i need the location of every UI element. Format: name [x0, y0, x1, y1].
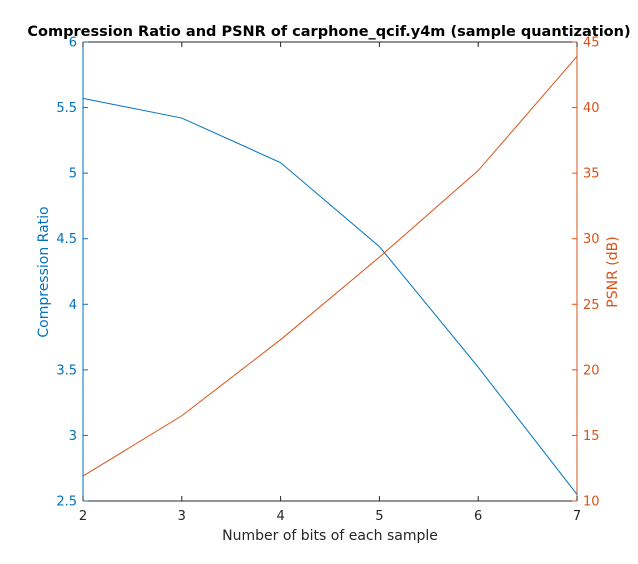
left-y-tick-label-4: 4 [69, 298, 77, 313]
right-y-tick-label-40: 40 [583, 101, 600, 116]
left-y-tick-label-4.5: 4.5 [56, 232, 77, 247]
left-y-tick-label-6: 6 [69, 36, 77, 51]
x-tick-label-6: 6 [474, 509, 482, 524]
left-y-tick-label-3.5: 3.5 [56, 363, 77, 378]
compression-ratio-line [82, 97, 578, 495]
right-y-tick-label-10: 10 [583, 495, 600, 510]
x-tick-label-2: 2 [79, 509, 87, 524]
left-y-tick-label-2.5: 2.5 [56, 495, 77, 510]
x-axis-label: Number of bits of each sample [222, 528, 438, 544]
chart-title: Compression Ratio and PSNR of carphone_q… [27, 24, 630, 40]
x-tick-label-7: 7 [573, 509, 581, 524]
right-y-tick-label-15: 15 [583, 429, 600, 444]
x-tick-label-3: 3 [178, 509, 186, 524]
left-y-tick-label-3: 3 [69, 429, 77, 444]
left-y-axis-label: Compression Ratio [36, 206, 52, 337]
right-y-axis-label: PSNR (dB) [605, 236, 621, 307]
left-y-tick-label-5: 5 [69, 167, 77, 182]
right-y-tick-label-30: 30 [583, 232, 600, 247]
right-y-tick-label-35: 35 [583, 167, 600, 182]
right-y-tick-label-20: 20 [583, 363, 600, 378]
x-tick-label-5: 5 [375, 509, 383, 524]
right-y-tick-label-25: 25 [583, 298, 600, 313]
psnr-line [82, 56, 578, 477]
x-tick-label-4: 4 [276, 509, 284, 524]
right-y-tick-label-45: 45 [583, 36, 600, 51]
left-y-tick-label-5.5: 5.5 [56, 101, 77, 116]
